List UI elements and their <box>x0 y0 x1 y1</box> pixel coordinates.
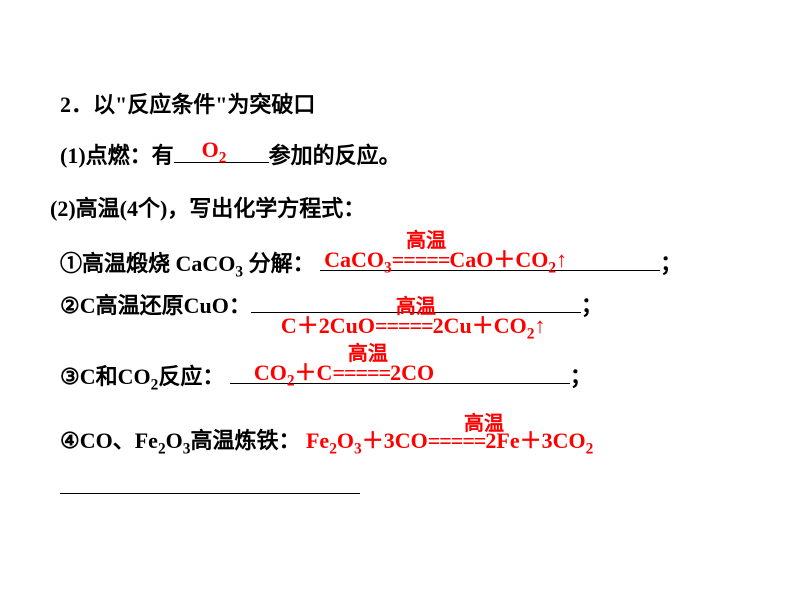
eq2-label: ②C高温还原CuO： <box>60 293 251 318</box>
equation-4-blank <box>60 470 760 503</box>
eq1-condition: 高温 <box>406 227 446 255</box>
eq1-tail: ； <box>660 251 682 276</box>
eq2-condition: 高温 <box>396 293 436 321</box>
equation-3: ③C和CO2反应： CO2＋C=====2CO 高温 ； <box>60 360 760 396</box>
eq4-formula: Fe2O3＋3CO=====2Fe＋3CO2 高温 <box>306 428 593 453</box>
item-1: (1)点燃：有 O2 参加的反应。 <box>60 139 760 172</box>
section-title: 2．以"反应条件"为突破口 <box>60 90 760 121</box>
equation-1: ①高温煅烧 CaCO3 分解： CaCO3=====CaO＋CO2↑ 高温 ； <box>60 247 760 283</box>
item1-prefix: (1)点燃：有 <box>60 143 174 168</box>
eq4-label: ④CO、Fe2O3高温炼铁： <box>60 428 306 453</box>
eq3-condition: 高温 <box>348 340 388 368</box>
equation-2: ②C高温还原CuO： C＋2CuO=====2Cu＋CO2↑ 高温 ； <box>60 289 760 322</box>
eq4-condition: 高温 <box>464 410 504 438</box>
item1-answer: O2 <box>202 135 227 169</box>
equation-4: ④CO、Fe2O3高温炼铁： Fe2O3＋3CO=====2Fe＋3CO2 高温 <box>60 426 760 460</box>
eq2-tail: ； <box>581 293 603 318</box>
item-2-intro: (2)高温(4个)，写出化学方程式： <box>50 194 760 225</box>
eq1-label: ①高温煅烧 CaCO3 分解： <box>60 251 320 276</box>
eq3-formula: CO2＋C=====2CO <box>254 358 434 392</box>
eq3-label: ③C和CO2反应： <box>60 364 230 389</box>
eq3-tail: ； <box>570 364 592 389</box>
item1-suffix: 参加的反应。 <box>269 143 401 168</box>
